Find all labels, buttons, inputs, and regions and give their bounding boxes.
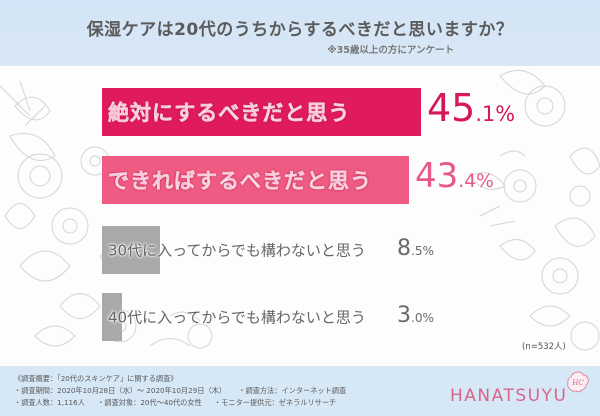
survey-count: ・調査人数：1,116人 <box>14 398 85 407</box>
survey-summary-heading: 《調査概要：「20代のスキンケア」に関する調査》 <box>14 374 178 383</box>
bar-percentage: 43.4% <box>415 156 494 196</box>
bar-row: できればするべきだと思う 43.4% <box>102 156 522 204</box>
survey-method: ・調査方法：インターネット調査 <box>238 386 347 395</box>
bar-label: 絶対にするべきだと思う <box>108 101 351 126</box>
percentage-decimal: .1% <box>475 102 516 126</box>
bar-row: 絶対にするべきだと思う 45.1% <box>102 86 522 136</box>
footer-band: 《調査概要：「20代のスキンケア」に関する調査》 ・調査期間：2020年10月2… <box>0 366 600 416</box>
survey-provider: ・モニター提供元：ゼネラルリサーチ <box>214 398 337 407</box>
bar <box>102 293 122 341</box>
percentage-integer: 45 <box>427 86 476 130</box>
sample-size-label: (n=532人) <box>522 342 566 352</box>
chart-title: 保湿ケアは20代のうちからするべきだと思いますか？ <box>86 20 514 40</box>
chart-subtitle: ※35歳以上の方にアンケート <box>327 45 454 56</box>
percentage-integer: 8 <box>397 236 411 261</box>
survey-period: ・調査期間：2020年10月28日（水）〜 2020年10月29日（木） <box>14 386 227 395</box>
survey-summary: 《調査概要：「20代のスキンケア」に関する調査》 ・調査期間：2020年10月2… <box>14 373 356 409</box>
bar-row: 40代に入ってからでも構わないと思う 3.0% <box>102 293 522 341</box>
bar <box>102 88 421 136</box>
survey-summary-row-1: ・調査期間：2020年10月28日（水）〜 2020年10月29日（木） ・調査… <box>14 385 356 397</box>
survey-summary-row-2: ・調査人数：1,116人 ・調査対象：20代〜40代の女性 ・モニター提供元：ゼ… <box>14 397 356 409</box>
plot-area: 絶対にするべきだと思う 45.1% できればするべきだと思う 43.4% 30代に入って… <box>0 66 600 366</box>
survey-target: ・調査対象：20代〜40代の女性 <box>97 398 202 407</box>
brand-logo-text: HANATSUYU <box>450 386 568 406</box>
bar-label: 30代に入ってからでも構わないと思う <box>108 241 366 260</box>
bar-row: 30代に入ってからでも構わないと思う 8.5% <box>102 226 522 274</box>
bar-label: できればするべきだと思う <box>108 169 372 194</box>
bar-percentage: 45.1% <box>427 86 515 130</box>
bar-percentage: 8.5% <box>397 236 434 261</box>
svg-text:HC: HC <box>571 379 584 387</box>
header-band: 保湿ケアは20代のうちからするべきだと思いますか？ ※35歳以上の方にアンケート <box>0 0 600 66</box>
bar <box>102 156 409 204</box>
bar-percentage: 3.0% <box>397 303 434 328</box>
percentage-decimal: .5% <box>411 244 435 258</box>
percentage-decimal: .0% <box>411 311 435 325</box>
flower-logo-icon: HC <box>567 371 589 393</box>
percentage-integer: 43 <box>415 156 459 196</box>
bar <box>102 226 160 274</box>
percentage-decimal: .4% <box>458 171 494 192</box>
percentage-integer: 3 <box>397 303 411 328</box>
bar-label: 40代に入ってからでも構わないと思う <box>108 308 366 327</box>
